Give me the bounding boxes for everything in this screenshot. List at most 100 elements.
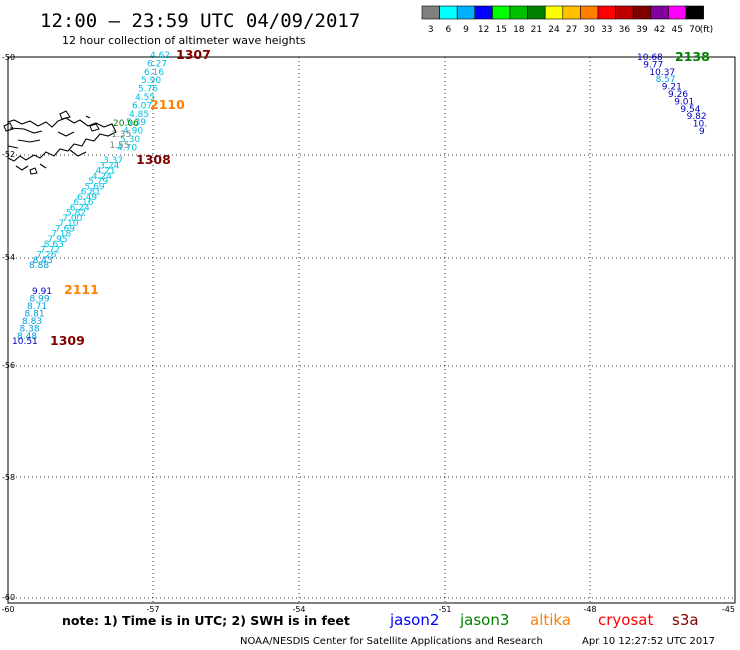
legend-swatch	[580, 5, 599, 20]
wave-height-value: 7.18	[51, 230, 71, 240]
lat-tick-label: -54	[2, 253, 15, 262]
lon-tick-label: -60	[1, 605, 14, 614]
wave-height-value: 8.81	[25, 310, 45, 320]
legend-swatch	[650, 5, 669, 20]
wave-height-value: 6.16	[73, 198, 93, 208]
legend-label: 39	[636, 25, 648, 35]
track-time-label: 1307	[176, 47, 211, 62]
map-title: 12:00 – 23:59 UTC 04/09/2017	[40, 10, 360, 32]
satellite-legend: jason2 jason3 altika cryosat s3a	[389, 611, 699, 629]
wave-height-value: 10.51	[12, 337, 38, 347]
altimeter-tracks: 4.626.276.165.905.764.556.074.855.394.90…	[12, 47, 710, 348]
wave-height-value: 8.43	[33, 256, 53, 266]
legend-label: 70	[689, 25, 701, 35]
wave-height-value: 7.10	[59, 219, 79, 229]
wave-height-value: 7.95	[48, 235, 68, 245]
wave-height-value: 20.06	[113, 119, 139, 129]
wave-height-value: 5.76	[138, 85, 158, 95]
legend-swatch	[685, 5, 704, 20]
wave-height-value: 8.63	[44, 240, 64, 250]
wave-height-value: 8.99	[30, 295, 50, 305]
footer-note: note: 1) Time is in UTC; 2) SWH is in fe…	[62, 613, 350, 628]
wave-height-value: 8.88	[29, 261, 49, 271]
plot-area: 4.626.276.165.905.764.556.074.855.394.90…	[3, 47, 736, 604]
wave-height-color-legend: 3 6 9 12 15 18 21 24 27 30 33 36 39 42 45 70 (ft)	[421, 5, 714, 35]
legend-label: 30	[583, 25, 595, 35]
track-time-label: 2138	[675, 49, 710, 64]
legend-label: 18	[513, 25, 525, 35]
wave-height-value: 9.21	[662, 83, 682, 93]
lon-tick-label: -57	[146, 605, 159, 614]
legend-label: 33	[601, 25, 612, 35]
wave-height-value: 5.79	[88, 177, 108, 187]
track-time-label: 2110	[150, 97, 185, 112]
wave-height-value: 9.82	[687, 112, 707, 122]
map-subtitle: 12 hour collection of altimeter wave hei…	[62, 34, 306, 47]
coastline-island-fragments	[3, 110, 100, 175]
legend-swatch	[597, 5, 616, 20]
wave-height-value: 7.00	[62, 214, 82, 224]
wave-height-value: 6.81	[81, 188, 101, 198]
wave-height-value: 6.49	[77, 193, 97, 203]
lat-tick-label: -56	[2, 361, 15, 370]
wave-height-value: 9.26	[668, 90, 688, 100]
wave-height-value: 5.39	[126, 118, 146, 128]
lat-tick-label: -50	[2, 53, 15, 62]
wave-height-value: 8.57	[656, 75, 676, 85]
legend-label: 9	[463, 25, 469, 35]
legend-label: 45	[671, 25, 682, 35]
wave-height-value: 10.	[693, 120, 707, 130]
wave-height-value: 4.55	[135, 93, 155, 103]
legend-swatch	[562, 5, 581, 20]
wave-height-value: 10.37	[649, 68, 675, 78]
wave-height-value: 9.91	[32, 287, 52, 297]
legend-swatch	[632, 5, 652, 20]
wave-height-value: 4.62	[150, 51, 170, 61]
satellite-name: jason2	[389, 611, 439, 629]
wave-height-value: 9.54	[680, 105, 700, 115]
wave-height-value: 8.38	[20, 325, 40, 335]
legend-label: 15	[495, 25, 506, 35]
legend-label: 3	[428, 25, 434, 35]
wave-height-value: 9.01	[674, 97, 694, 107]
footer-credit: NOAA/NESDIS Center for Satellite Applica…	[240, 636, 543, 647]
wave-height-value: 6.07	[132, 101, 152, 111]
wave-height-value: 4.21	[96, 167, 116, 177]
lat-tick-label: -60	[2, 593, 15, 602]
legend-swatch	[527, 5, 546, 20]
lon-tick-label: -45	[722, 605, 735, 614]
axis-labels: -50 -52 -54 -56 -58 -60 -60 -57 -54 -51 -48 -45	[1, 53, 735, 614]
lat-lon-grid	[8, 57, 735, 603]
wave-height-value: 9.77	[643, 60, 663, 70]
wave-height-value: 10.68	[637, 53, 663, 63]
track-time-label: 1309	[50, 333, 85, 348]
wave-height-value: 6.27	[147, 59, 167, 69]
satellite-name: altika	[530, 611, 571, 629]
falkland-islands-coastline	[7, 115, 117, 171]
wave-height-value: 1.35	[111, 130, 131, 140]
legend-swatch	[615, 5, 634, 20]
lat-tick-label: -58	[2, 473, 15, 482]
wave-height-value: 3.37	[103, 156, 123, 166]
wave-height-value: 8.83	[22, 317, 42, 327]
wave-height-value: 8.48	[17, 332, 37, 342]
lon-tick-label: -54	[292, 605, 305, 614]
legend-swatch	[474, 5, 493, 20]
lat-tick-label: -52	[2, 150, 15, 159]
legend-label: 24	[548, 25, 560, 35]
wave-height-value: 9	[699, 127, 705, 137]
wave-height-value: 5.82	[66, 209, 86, 219]
wave-height-value: 6.16	[144, 68, 164, 78]
satellite-name: cryosat	[598, 611, 653, 629]
wave-height-value: 4.90	[123, 127, 143, 137]
legend-swatch	[456, 5, 476, 20]
legend-label: 42	[654, 25, 665, 35]
legend-label: 6	[446, 25, 452, 35]
legend-swatch	[492, 5, 511, 20]
legend-label: 36	[619, 25, 631, 35]
track-time-label: 1308	[136, 152, 171, 167]
legend-unit: (ft)	[700, 25, 714, 35]
footer-timestamp: Apr 10 12:27:52 UTC 2017	[582, 636, 715, 647]
wave-height-value: 1.55	[109, 141, 129, 151]
